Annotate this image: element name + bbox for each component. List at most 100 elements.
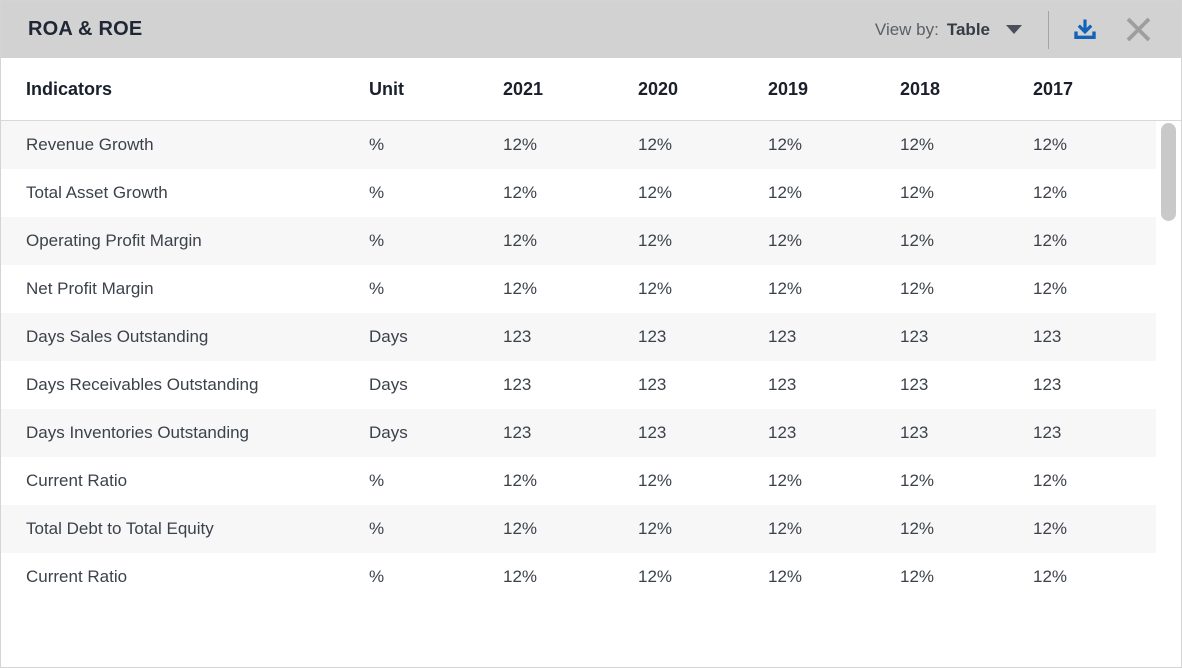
value-cell: 12% [503,567,538,586]
value-cell: 12% [503,231,538,250]
unit-cell: % [369,519,385,538]
unit-cell: % [369,567,385,586]
value-cell: 12% [503,279,538,298]
value-cell: 12% [638,231,673,250]
table-body: Revenue Growth% 12% 12% 12% 12% 12% Total Asse… [1,121,1156,601]
indicator-label-cell: Total Asset Growth [26,183,168,202]
value-cell: 12% [638,135,673,154]
value-cell: 12% [1033,135,1068,154]
value-cell: 12% [900,135,935,154]
value-cell: 12% [768,183,803,202]
widget-title-bar: ROA & ROE View by: Table [1,1,1181,58]
value-cell: 12% [503,519,538,538]
value-cell: 12% [503,135,538,154]
value-cell: 12% [638,471,673,490]
column-header-2020: 2020 [638,78,679,99]
value-cell: 123 [503,327,532,346]
value-cell: 12% [900,519,935,538]
unit-cell: % [369,183,385,202]
table-row: Total Asset Growth% 12% 12% 12% 12% 12% [1,169,1156,217]
column-header-2021: 2021 [503,78,544,99]
value-cell: 12% [1033,279,1068,298]
value-cell: 12% [900,279,935,298]
download-icon [1071,16,1099,44]
table-header-row: Indicators Unit 2021 2020 2019 2018 2017 [1,58,1181,121]
unit-cell: Days [369,375,408,394]
title-bar-controls: View by: Table [874,10,1154,49]
title-bar-divider [1048,10,1049,49]
value-cell: 12% [768,135,803,154]
value-cell: 12% [1033,519,1068,538]
value-cell: 123 [768,375,797,394]
value-cell: 12% [768,567,803,586]
value-cell: 12% [1033,471,1068,490]
value-cell: 123 [638,423,667,442]
table-row: Operating Profit Margin% 12% 12% 12% 12% 12% [1,217,1156,265]
indicator-label-cell: Current Ratio [26,471,128,490]
value-cell: 12% [768,471,803,490]
table-row: Total Debt to Total Equity% 12% 12% 12% 12% 1… [1,505,1156,553]
value-cell: 123 [1033,375,1062,394]
indicator-label-cell: Operating Profit Margin [26,231,202,250]
unit-cell: % [369,279,385,298]
download-button[interactable] [1071,16,1099,44]
indicator-label-cell: Net Profit Margin [26,279,154,298]
value-cell: 12% [503,471,538,490]
column-header-indicators: Indicators [26,78,113,99]
value-cell: 12% [900,471,935,490]
value-cell: 123 [900,423,929,442]
column-header-2019: 2019 [768,78,809,99]
indicator-label-cell: Days Inventories Outstanding [26,423,250,442]
value-cell: 12% [900,231,935,250]
close-icon [1123,14,1154,45]
value-cell: 12% [1033,183,1068,202]
close-button[interactable] [1123,14,1154,45]
value-cell: 123 [900,375,929,394]
value-cell: 123 [900,327,929,346]
value-cell: 123 [638,375,667,394]
value-cell: 12% [900,183,935,202]
value-cell: 12% [900,567,935,586]
value-cell: 123 [768,327,797,346]
value-cell: 12% [768,519,803,538]
value-cell: 12% [1033,567,1068,586]
view-by-dropdown[interactable]: Table [947,20,1022,40]
table-row: Revenue Growth% 12% 12% 12% 12% 12% [1,121,1156,169]
value-cell: 12% [638,567,673,586]
unit-cell: Days [369,327,408,346]
unit-cell: % [369,471,385,490]
table-row: Net Profit Margin% 12% 12% 12% 12% 12% [1,265,1156,313]
value-cell: 123 [638,327,667,346]
indicator-label-cell: Current Ratio [26,567,128,586]
widget-title: ROA & ROE [28,18,143,40]
value-cell: 12% [638,519,673,538]
column-header-2018: 2018 [900,78,941,99]
indicator-label-cell: Total Debt to Total Equity [26,519,214,538]
value-cell: 123 [503,423,532,442]
value-cell: 123 [768,423,797,442]
column-header-unit: Unit [369,78,404,99]
unit-cell: Days [369,423,408,442]
value-cell: 12% [768,231,803,250]
value-cell: 12% [638,279,673,298]
vertical-scrollbar-thumb[interactable] [1161,123,1176,221]
table-row: Days Sales Outstanding Days 123 123 123 123 12… [1,313,1156,361]
chevron-down-icon [1006,25,1022,34]
table-row: Current Ratio% 12% 12% 12% 12% 12% [1,553,1156,601]
value-cell: 12% [503,183,538,202]
table-row: Days Receivables Outstanding Days 123 123 12… [1,361,1156,409]
value-cell: 12% [1033,231,1068,250]
indicator-label-cell: Days Sales Outstanding [26,327,209,346]
value-cell: 123 [503,375,532,394]
table-row: Current Ratio% 12% 12% 12% 12% 12% [1,457,1156,505]
value-cell: 123 [1033,423,1062,442]
value-cell: 12% [638,183,673,202]
view-by-label: View by: [874,19,939,39]
column-header-2017: 2017 [1033,78,1074,99]
unit-cell: % [369,231,385,250]
unit-cell: % [369,135,385,154]
table-row: Days Inventories Outstanding Days 123 123 12… [1,409,1156,457]
value-cell: 12% [768,279,803,298]
indicator-label-cell: Days Receivables Outstanding [26,375,259,394]
